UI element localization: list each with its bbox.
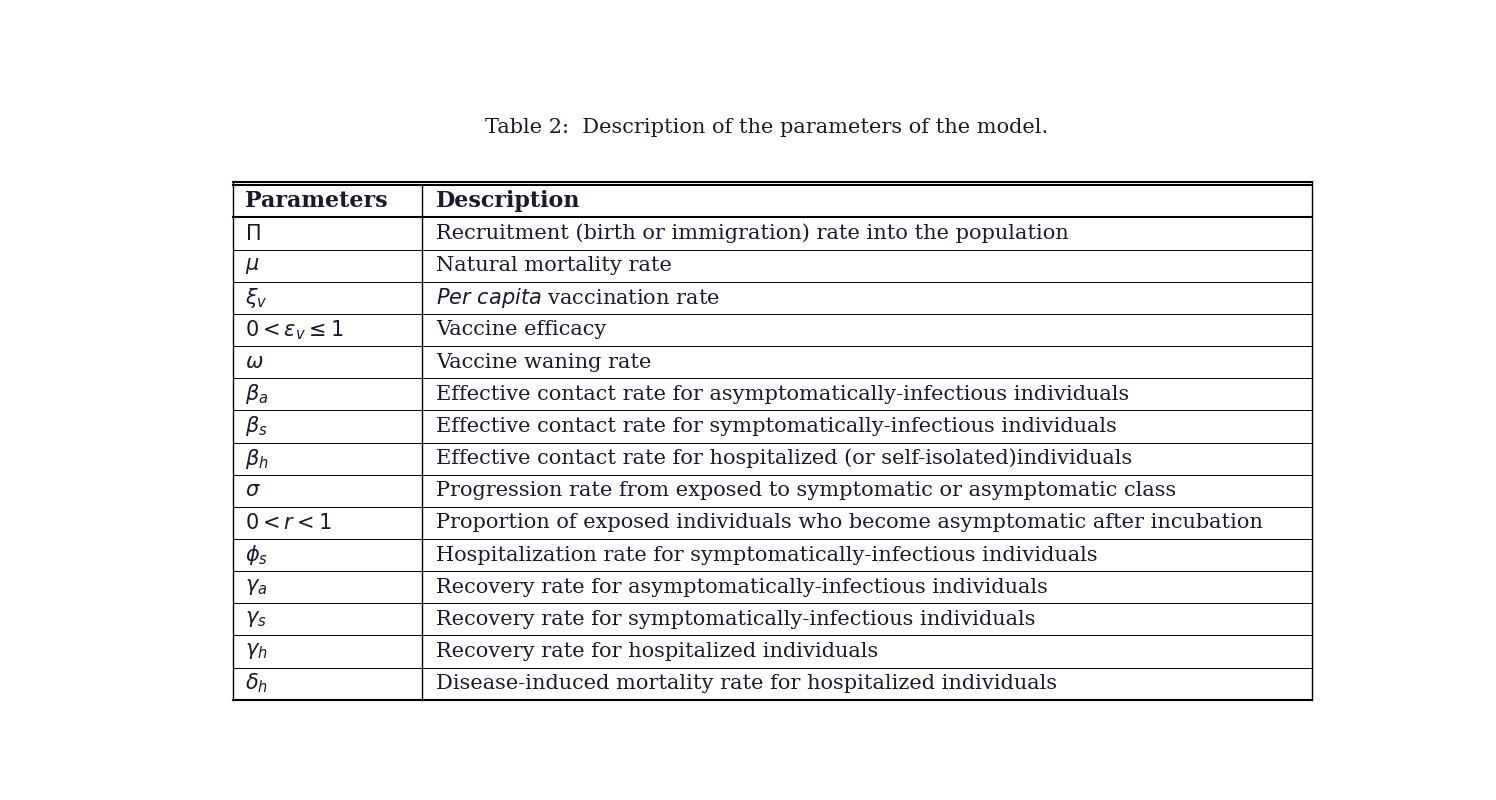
- Text: $\xi_v$: $\xi_v$: [245, 286, 268, 310]
- Text: $\phi_s$: $\phi_s$: [245, 543, 268, 567]
- Text: Natural mortality rate: Natural mortality rate: [435, 256, 672, 275]
- Text: Disease-induced mortality rate for hospitalized individuals: Disease-induced mortality rate for hospi…: [435, 674, 1058, 693]
- Text: Proportion of exposed individuals who become asymptomatic after incubation: Proportion of exposed individuals who be…: [435, 514, 1263, 532]
- Text: $\delta_h$: $\delta_h$: [245, 672, 268, 695]
- Text: $\omega$: $\omega$: [245, 353, 263, 372]
- Text: $\it{Per\ capita}$ vaccination rate: $\it{Per\ capita}$ vaccination rate: [435, 286, 720, 310]
- Text: $\beta_s$: $\beta_s$: [245, 414, 268, 438]
- Text: $\gamma_s$: $\gamma_s$: [245, 610, 266, 630]
- Text: $\beta_h$: $\beta_h$: [245, 446, 269, 470]
- Text: Parameters: Parameters: [245, 190, 387, 212]
- Text: Effective contact rate for hospitalized (or self-isolated)individuals: Effective contact rate for hospitalized …: [435, 449, 1132, 469]
- Text: $\gamma_h$: $\gamma_h$: [245, 642, 268, 662]
- Text: $0 < \varepsilon_v \leq 1$: $0 < \varepsilon_v \leq 1$: [245, 318, 344, 342]
- Text: Vaccine efficacy: Vaccine efficacy: [435, 321, 606, 339]
- Text: Effective contact rate for asymptomatically-infectious individuals: Effective contact rate for asymptomatica…: [435, 385, 1129, 404]
- Text: Table 2:  Description of the parameters of the model.: Table 2: Description of the parameters o…: [485, 118, 1049, 137]
- Text: $0 < r < 1$: $0 < r < 1$: [245, 513, 332, 533]
- Text: $\gamma_a$: $\gamma_a$: [245, 577, 268, 597]
- Text: Recovery rate for asymptomatically-infectious individuals: Recovery rate for asymptomatically-infec…: [435, 578, 1047, 597]
- Text: $\beta_a$: $\beta_a$: [245, 382, 268, 406]
- Text: Effective contact rate for symptomatically-infectious individuals: Effective contact rate for symptomatical…: [435, 417, 1118, 436]
- Text: Recovery rate for hospitalized individuals: Recovery rate for hospitalized individua…: [435, 642, 878, 661]
- Text: $\sigma$: $\sigma$: [245, 482, 260, 500]
- Text: Recruitment (birth or immigration) rate into the population: Recruitment (birth or immigration) rate …: [435, 224, 1068, 243]
- Text: $\mu$: $\mu$: [245, 256, 260, 276]
- Text: Progression rate from exposed to symptomatic or asymptomatic class: Progression rate from exposed to symptom…: [435, 482, 1176, 500]
- Text: Vaccine waning rate: Vaccine waning rate: [435, 353, 651, 372]
- Text: $\Pi$: $\Pi$: [245, 223, 260, 243]
- Text: Recovery rate for symptomatically-infectious individuals: Recovery rate for symptomatically-infect…: [435, 610, 1035, 629]
- Text: Hospitalization rate for symptomatically-infectious individuals: Hospitalization rate for symptomatically…: [435, 546, 1098, 565]
- Text: Description: Description: [435, 190, 580, 212]
